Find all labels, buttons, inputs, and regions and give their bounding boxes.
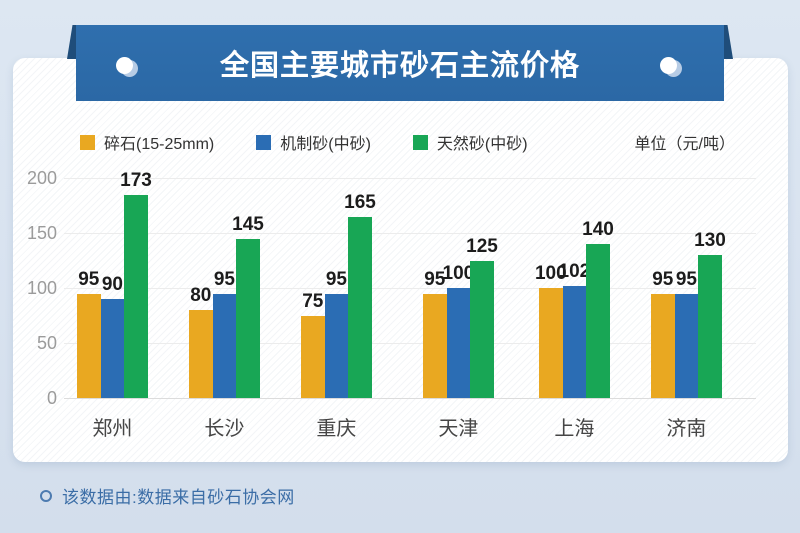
category-label-天津: 天津 [438, 418, 479, 440]
gridline-50 [64, 343, 756, 344]
bar-天津-碎石(15-25mm): 95 [423, 269, 447, 398]
title-banner: 全国主要城市砂石主流价格 [76, 25, 724, 101]
legend-item-1: 机制砂(中砂) [256, 130, 371, 154]
bar-长沙-碎石(15-25mm): 80 [189, 285, 213, 398]
bar-重庆-天然砂(中砂): 165 [344, 192, 376, 398]
chart-legend: 碎石(15-25mm) 机制砂(中砂) 天然砂(中砂) 单位（元/吨） [80, 130, 735, 154]
bar-上海-天然砂(中砂): 140 [582, 219, 614, 398]
bar-重庆-碎石(15-25mm): 75 [301, 291, 325, 398]
y-axis-tick-label: 200 [26, 168, 57, 188]
bar-group-济南: 95 95 130 [651, 230, 726, 398]
bar-济南-碎石(15-25mm): 95 [651, 269, 675, 398]
y-axis-tick-label: 50 [36, 333, 57, 353]
bar-value-label: 95 [424, 268, 446, 290]
legend-items: 碎石(15-25mm) 机制砂(中砂) 天然砂(中砂) [80, 130, 528, 154]
bar-济南-机制砂(中砂): 95 [674, 269, 699, 398]
bar-value-label: 165 [344, 191, 376, 213]
category-label-长沙: 长沙 [204, 418, 245, 440]
bar-value-label: 102 [558, 260, 591, 282]
bar-天津-机制砂(中砂): 100 [443, 263, 474, 398]
category-label-郑州: 郑州 [92, 418, 133, 440]
unit-label: 单位（元/吨） [634, 136, 735, 153]
bar-value-label: 100 [534, 263, 567, 284]
bar-value-label: 140 [582, 219, 614, 240]
legend-item-0: 碎石(15-25mm) [80, 130, 214, 154]
ribbon-fold-left [67, 25, 77, 59]
bar-上海-机制砂(中砂): 102 [559, 261, 590, 398]
gridline-150 [64, 233, 756, 234]
legend-item-label: 天然砂(中砂) [436, 136, 528, 153]
legend-swatch-icon [256, 134, 272, 150]
bar-重庆-机制砂(中砂): 95 [324, 269, 349, 398]
bar-value-label: 95 [652, 268, 674, 290]
legend-swatch-icon [412, 134, 428, 150]
rivet-icon-right [660, 57, 677, 74]
bar-value-label: 145 [232, 213, 264, 235]
bar-value-label: 173 [120, 169, 152, 191]
legend-item-label: 机制砂(中砂) [280, 136, 371, 153]
y-axis-tick-label: 0 [46, 388, 57, 408]
bar-value-label: 75 [302, 290, 324, 312]
bar-value-label: 80 [190, 285, 212, 306]
bar-value-label: 95 [675, 268, 697, 290]
gridline-0 [64, 398, 756, 399]
bar-value-label: 90 [101, 274, 123, 295]
ribbon-fold-right [723, 25, 733, 59]
bar-value-label: 130 [694, 230, 726, 251]
bar-value-label: 95 [213, 268, 235, 290]
y-axis-tick-label: 150 [26, 223, 57, 243]
category-label-重庆: 重庆 [316, 418, 357, 440]
legend-item-label: 碎石(15-25mm) [104, 136, 215, 153]
bar-value-label: 95 [78, 268, 100, 290]
bar-郑州-机制砂(中砂): 90 [100, 274, 125, 398]
bar-长沙-天然砂(中砂): 145 [232, 214, 264, 398]
bar-上海-碎石(15-25mm): 100 [535, 263, 567, 398]
y-axis-tick-label: 100 [26, 278, 57, 298]
gridline-100 [64, 288, 756, 289]
bar-郑州-天然砂(中砂): 173 [120, 170, 152, 398]
category-label-上海: 上海 [554, 418, 595, 440]
bar-郑州-碎石(15-25mm): 95 [77, 269, 101, 398]
footer: 该数据由:数据来自砂石协会网 [40, 483, 295, 508]
bar-group-重庆: 75 95 165 [301, 192, 376, 398]
legend-swatch-icon [80, 134, 95, 150]
bar-长沙-机制砂(中砂): 95 [212, 269, 237, 398]
bar-value-label: 125 [466, 235, 498, 257]
rivet-icon-left [116, 57, 133, 74]
page-title: 全国主要城市砂石主流价格 [219, 50, 580, 82]
bar-group-长沙: 80 95 145 [189, 214, 264, 398]
bar-group-郑州: 95 90 173 [77, 170, 152, 398]
data-source-note: 该数据由:数据来自砂石协会网 [62, 488, 295, 507]
bar-group-上海: 100 102 140 [535, 219, 614, 398]
bar-济南-天然砂(中砂): 130 [694, 230, 726, 398]
bar-天津-天然砂(中砂): 125 [466, 236, 498, 398]
category-label-济南: 济南 [666, 418, 707, 440]
legend-item-2: 天然砂(中砂) [412, 130, 528, 154]
circle-bullet-icon [40, 489, 52, 502]
bar-value-label: 100 [442, 263, 475, 284]
gridline-200 [64, 178, 756, 179]
bar-group-天津: 95 100 125 [423, 236, 498, 398]
bar-value-label: 95 [325, 268, 347, 290]
